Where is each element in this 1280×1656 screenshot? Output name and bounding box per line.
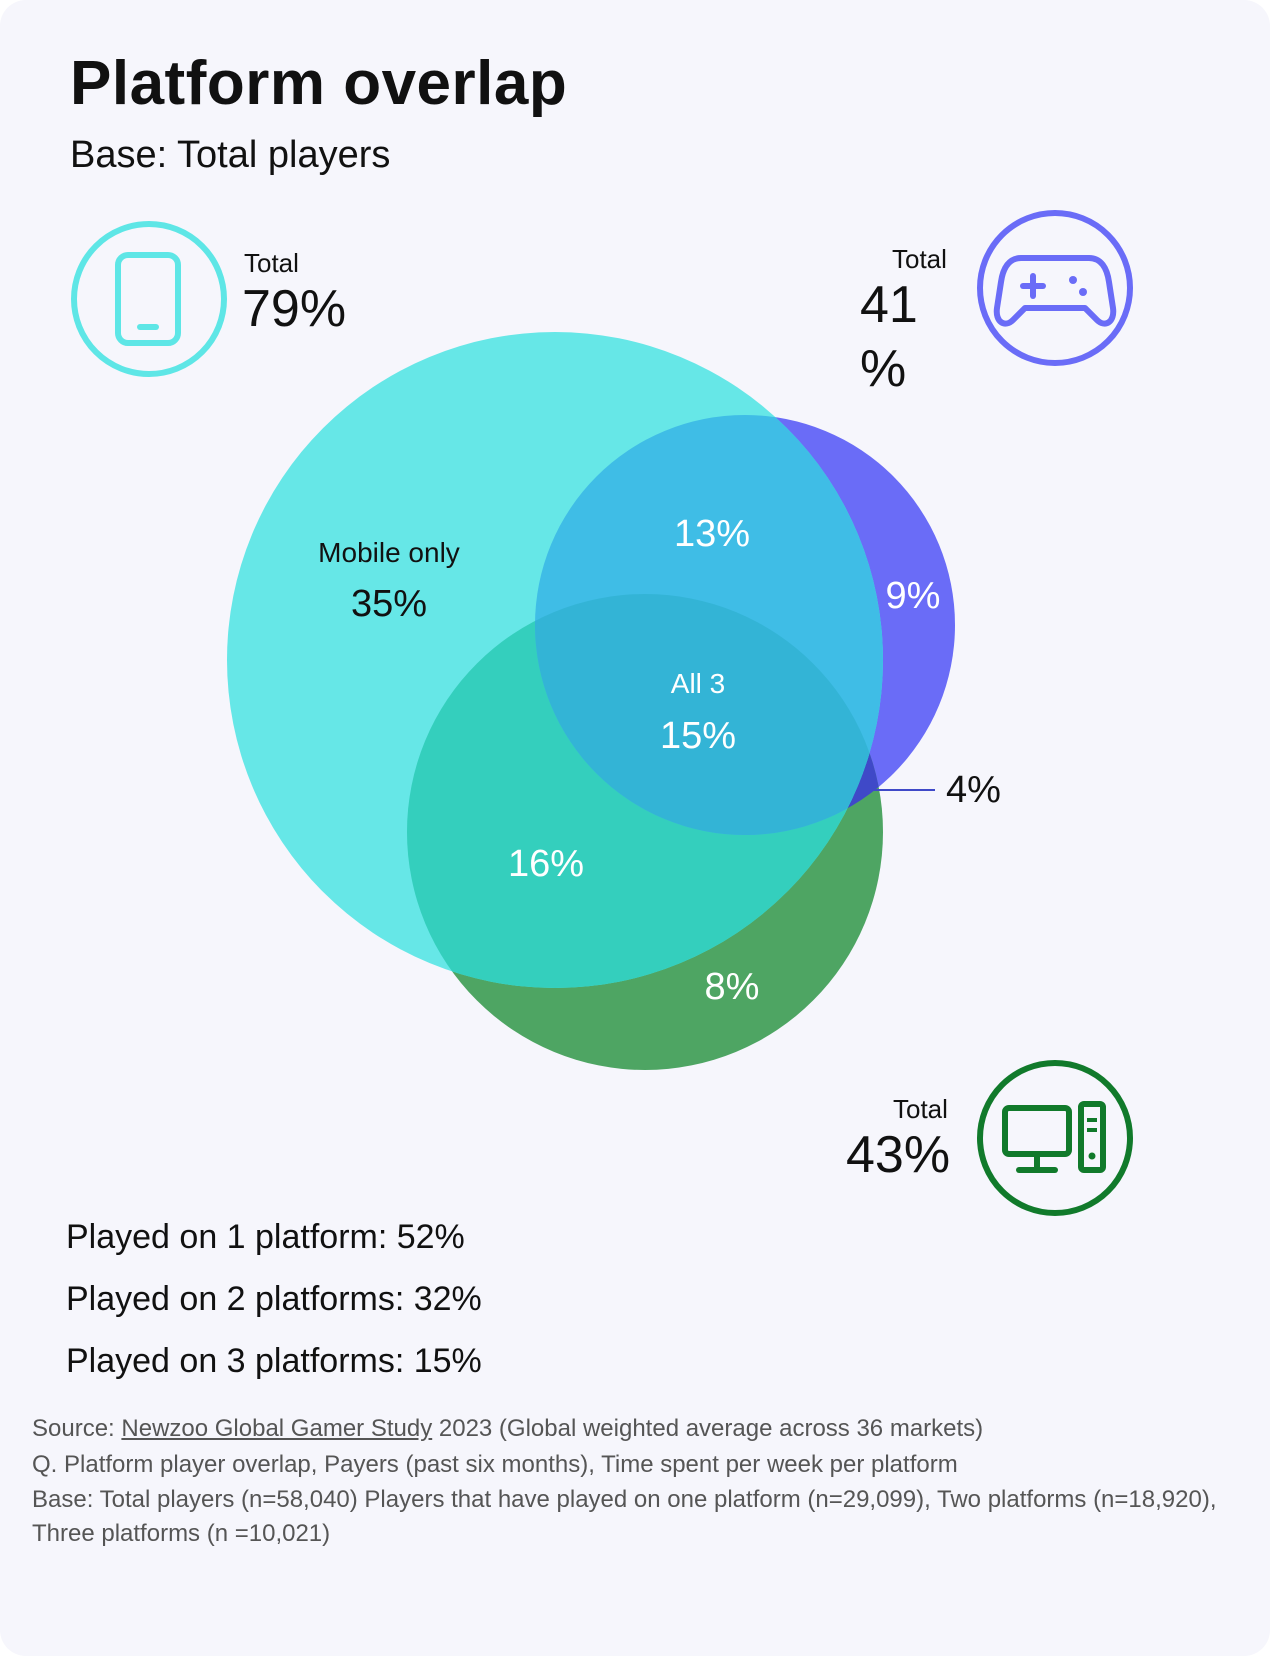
mobile-total-label: Total [244, 248, 299, 278]
venn-mobile-only-value: 35% [351, 583, 427, 625]
source-suffix: 2023 (Global weighted average across 36 … [432, 1415, 984, 1442]
venn-diagram: Mobile only 35% 13% 9% All 3 15% 4% 16% … [227, 332, 1001, 1070]
venn-console-only-value: 9% [886, 575, 941, 617]
footer-question: Q. Platform player overlap, Payers (past… [32, 1451, 958, 1478]
summary-one-platform: Played on 1 platform: 52% [66, 1218, 465, 1256]
footer-source: Source: Newzoo Global Gamer Study 2023 (… [32, 1412, 1262, 1446]
all3-overlap [535, 594, 883, 835]
summary-three-platforms: Played on 3 platforms: 15% [66, 1342, 482, 1380]
venn-all3-value: 15% [660, 715, 736, 757]
venn-all3-label: All 3 [671, 668, 725, 699]
mobile-total-value: 79% [242, 280, 347, 338]
console-total-label: Total [892, 244, 947, 274]
page-title: Platform overlap [70, 49, 568, 118]
venn-mobile-console-value: 13% [674, 513, 750, 555]
venn-pc-only-value: 8% [705, 966, 760, 1008]
page-subtitle: Base: Total players [70, 134, 391, 176]
source-prefix: Source: [32, 1415, 122, 1442]
venn-mobile-pc-value: 16% [508, 843, 584, 885]
venn-mobile-only-label: Mobile only [318, 537, 460, 568]
summary-two-platforms: Played on 2 platforms: 32% [66, 1280, 482, 1318]
desktop-pc-icon [977, 1060, 1133, 1216]
pc-total-value: 43% [846, 1126, 951, 1184]
gamepad-icon [977, 210, 1133, 366]
footer-base: Base: Total players (n=58,040) Players t… [32, 1486, 1217, 1547]
venn-console-pc-value: 4% [946, 769, 1001, 811]
console-total-value-line1: 41 [860, 276, 918, 334]
console-total-value-line2: % [860, 340, 907, 398]
pc-total-label: Total [893, 1094, 948, 1124]
source-link[interactable]: Newzoo Global Gamer Study [121, 1415, 433, 1442]
phone-icon [71, 221, 227, 377]
